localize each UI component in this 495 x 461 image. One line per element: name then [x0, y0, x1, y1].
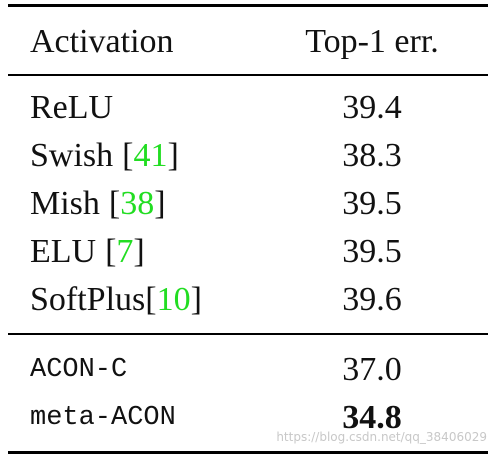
bottom-rule [8, 451, 488, 454]
row-name: ReLU [30, 88, 113, 128]
row-name: SoftPlus[10] [30, 280, 202, 320]
row-value: 39.5 [342, 185, 402, 222]
header-cell: Top-1 err. [305, 23, 439, 60]
row-value: 39.6 [342, 281, 402, 318]
name: Swish [30, 137, 114, 174]
watermark: https://blog.csdn.net/qq_38406029 [276, 430, 487, 444]
header-cell: Activation [30, 23, 174, 60]
cite-ref[interactable]: 7 [116, 233, 134, 270]
row-value: 39.4 [342, 89, 402, 126]
cite-close: ] [154, 185, 166, 222]
row-name: ELU [7] [30, 232, 145, 272]
mid-rule [8, 74, 488, 76]
cite-close: ] [190, 281, 202, 318]
name: ELU [30, 233, 97, 270]
row-name: Mish [38] [30, 184, 166, 224]
name: Mish [30, 185, 100, 222]
top-rule [8, 4, 488, 7]
row-name: meta-ACON [30, 403, 176, 433]
name: ReLU [30, 89, 114, 126]
row-value: 37.0 [342, 351, 402, 388]
row-value: 38.3 [342, 137, 402, 174]
cite-open: [ [105, 233, 117, 270]
name: SoftPlus [30, 281, 146, 318]
row-name: ACON-C [30, 355, 128, 385]
mid-rule [8, 333, 488, 335]
row-value: 34.8 [342, 399, 402, 436]
cite-close: ] [167, 137, 179, 174]
cite-ref[interactable]: 41 [133, 137, 168, 174]
cite-ref[interactable]: 10 [156, 281, 191, 318]
cite-ref[interactable]: 38 [120, 185, 155, 222]
cite-open: [ [108, 185, 121, 222]
cite-open: [ [145, 281, 157, 318]
row-value: 39.5 [342, 233, 402, 270]
cite-close: ] [133, 233, 145, 270]
cite-open: [ [122, 137, 134, 174]
row-name: Swish [41] [30, 136, 179, 176]
